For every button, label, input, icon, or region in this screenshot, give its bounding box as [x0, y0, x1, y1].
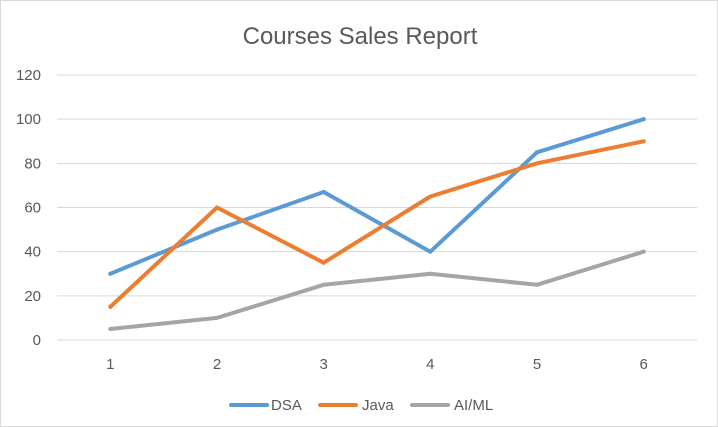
data-point-dsa-6 — [641, 117, 646, 122]
x-tick-label-6: 6 — [639, 356, 647, 373]
data-point-dsa-4 — [428, 249, 433, 254]
data-point-ai-ml-5 — [535, 282, 539, 287]
data-point-ai-ml-4 — [428, 271, 433, 276]
x-tick-label-3: 3 — [319, 356, 327, 373]
data-point-java-6 — [641, 139, 646, 144]
series-line-dsa — [108, 117, 646, 276]
series-line-ai-ml — [108, 249, 646, 331]
y-tick-label-60: 60 — [24, 200, 41, 217]
y-tick-label-40: 40 — [24, 244, 41, 261]
data-point-java-5 — [535, 161, 539, 166]
data-point-ai-ml-2 — [215, 315, 219, 320]
y-tick-label-120: 120 — [16, 67, 41, 84]
legend-label-dsa: DSA — [271, 397, 302, 414]
data-point-ai-ml-1 — [108, 326, 113, 331]
data-point-java-3 — [321, 260, 326, 265]
data-point-dsa-2 — [215, 227, 219, 232]
data-point-java-1 — [108, 304, 113, 309]
data-point-dsa-3 — [321, 190, 326, 195]
data-point-dsa-1 — [108, 271, 113, 276]
gridlines — [57, 74, 697, 341]
series-line-java — [108, 139, 646, 309]
y-tick-label-0: 0 — [33, 332, 41, 349]
chart-title: Courses Sales Report — [243, 23, 478, 50]
data-point-java-4 — [428, 194, 433, 199]
data-point-java-2 — [215, 205, 219, 210]
x-tick-label-4: 4 — [426, 356, 434, 373]
legend-label-java: Java — [362, 397, 394, 414]
data-point-ai-ml-3 — [321, 282, 326, 287]
y-tick-label-80: 80 — [24, 155, 41, 172]
x-axis-ticks: 1 2 3 4 5 6 — [106, 356, 648, 373]
legend-label-ai-ml: AI/ML — [454, 397, 493, 414]
x-tick-label-1: 1 — [106, 356, 114, 373]
y-tick-label-100: 100 — [16, 111, 41, 128]
y-axis-ticks: 0 20 40 60 80 100 120 — [16, 67, 41, 349]
x-tick-label-5: 5 — [533, 356, 541, 373]
data-point-ai-ml-6 — [641, 249, 646, 254]
x-tick-label-2: 2 — [213, 356, 221, 373]
data-point-dsa-5 — [535, 150, 539, 155]
legend: DSA Java AI/ML — [229, 397, 493, 414]
series-lines — [108, 117, 646, 331]
y-tick-label-20: 20 — [24, 288, 41, 305]
